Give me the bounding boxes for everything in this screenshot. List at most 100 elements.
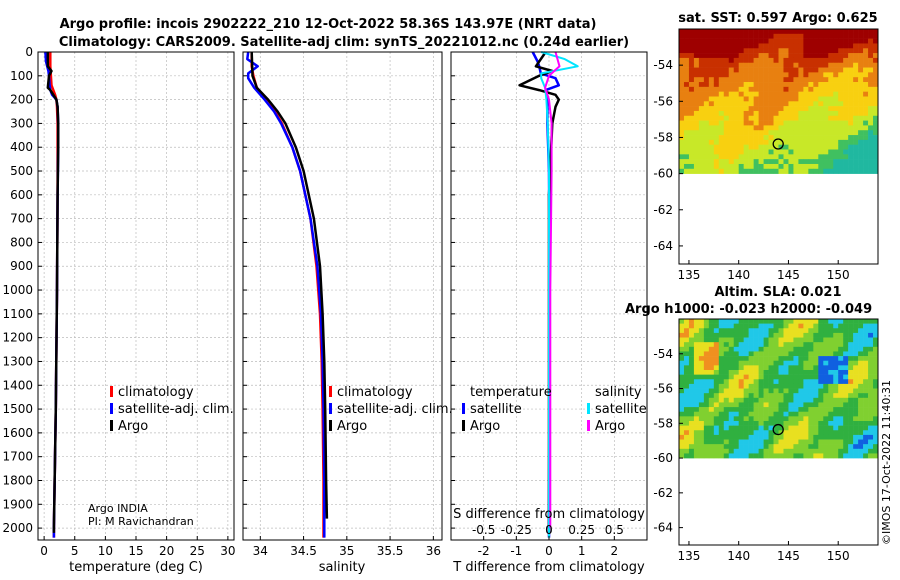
difference-panel: -2 -1 0 1 2-0.5 -0.25 0 0.25 0.5 T difference fr…: [450, 51, 648, 575]
y-tick-label: -56: [653, 94, 673, 108]
map-cell: [679, 416, 685, 422]
map-cell: [743, 360, 749, 366]
map-cell: [868, 110, 874, 117]
x-tick-label: 135: [677, 549, 700, 563]
map-cell: [758, 96, 764, 102]
map-cell: [848, 434, 854, 440]
map-cell: [838, 448, 844, 454]
map-cell: [853, 67, 859, 73]
map-cell: [753, 159, 759, 165]
map-cell: [763, 53, 769, 59]
map-cell: [753, 425, 759, 431]
map-cell: [753, 319, 759, 324]
map-cell: [823, 416, 829, 422]
map-cell: [853, 101, 859, 107]
map-cell: [818, 53, 824, 59]
map-cell: [868, 67, 874, 73]
map-cell: [798, 72, 804, 78]
map-cell: [683, 420, 690, 426]
map-cell: [808, 434, 814, 440]
map-cell: [688, 101, 695, 107]
map-cell: [868, 86, 874, 92]
map-cell: [828, 57, 834, 64]
map-cell: [803, 163, 809, 170]
y-tick-label: -64: [653, 521, 673, 535]
map-cell: [843, 135, 849, 141]
x-tick-label: 25: [190, 544, 205, 558]
map-cell: [768, 342, 774, 348]
map-cell: [683, 96, 690, 102]
map-cell: [868, 388, 874, 394]
map-cell: [818, 383, 824, 389]
map-cell: [758, 154, 764, 160]
y-tick-label: 1600: [2, 426, 33, 440]
map-cell: [738, 407, 744, 413]
map-cell: [858, 43, 864, 49]
map-cell: [843, 154, 849, 160]
map-cell: [803, 407, 809, 413]
map-cell: [818, 82, 824, 88]
map-cell: [753, 434, 759, 440]
map-cell: [813, 154, 819, 160]
map-cell: [688, 29, 695, 35]
map-cell: [813, 407, 819, 413]
map-cell: [688, 379, 695, 385]
map-cell: [693, 439, 700, 445]
map-cell: [743, 96, 749, 102]
map-cell: [698, 53, 705, 59]
map-cell: [778, 43, 784, 49]
map-cell: [873, 43, 879, 49]
map-cell: [748, 425, 754, 431]
map-cell: [863, 346, 869, 352]
map-cell: [683, 434, 690, 440]
map-cell: [713, 328, 720, 334]
map-cell: [718, 430, 725, 436]
map-cell: [803, 397, 809, 403]
map-cell: [723, 48, 730, 54]
map-cell: [748, 360, 754, 366]
map-cell: [773, 62, 779, 68]
map-cell: [693, 402, 700, 408]
map-cell: [838, 38, 844, 44]
map-cell: [873, 360, 879, 366]
map-cell: [713, 346, 720, 352]
map-cell: [763, 149, 769, 155]
map-cell: [753, 120, 759, 126]
map-cell: [813, 168, 819, 174]
map-cell: [863, 411, 869, 417]
map-cell: [813, 125, 819, 131]
map-cell: [838, 33, 844, 39]
map-cell: [853, 388, 859, 394]
map-cell: [738, 120, 744, 126]
map-cell: [718, 351, 725, 357]
map-cell: [748, 163, 754, 170]
map-cell: [679, 144, 685, 150]
map-cell: [753, 420, 759, 426]
map-cell: [798, 453, 804, 459]
map-cell: [679, 393, 685, 399]
map-cell: [828, 139, 834, 145]
map-cell: [823, 439, 829, 445]
map-cell: [703, 356, 710, 362]
map-cell: [723, 453, 730, 459]
map-cell: [783, 67, 789, 73]
map-cell: [763, 135, 769, 141]
map-cell: [703, 101, 710, 107]
map-cell: [703, 135, 710, 141]
map-cell: [683, 33, 690, 39]
map-cell: [828, 342, 834, 348]
map-cell: [738, 106, 744, 112]
map-cell: [793, 351, 799, 357]
map-cell: [679, 434, 685, 440]
map-cell: [803, 346, 809, 352]
map-cell: [873, 48, 879, 54]
map-cell: [703, 365, 710, 371]
map-cell: [818, 72, 824, 78]
map-cell: [778, 130, 784, 136]
map-cell: [863, 407, 869, 413]
map-cell: [743, 53, 749, 59]
map-cell: [763, 416, 769, 422]
map-cell: [813, 48, 819, 54]
map-cell: [773, 101, 779, 107]
map-cell: [838, 120, 844, 126]
